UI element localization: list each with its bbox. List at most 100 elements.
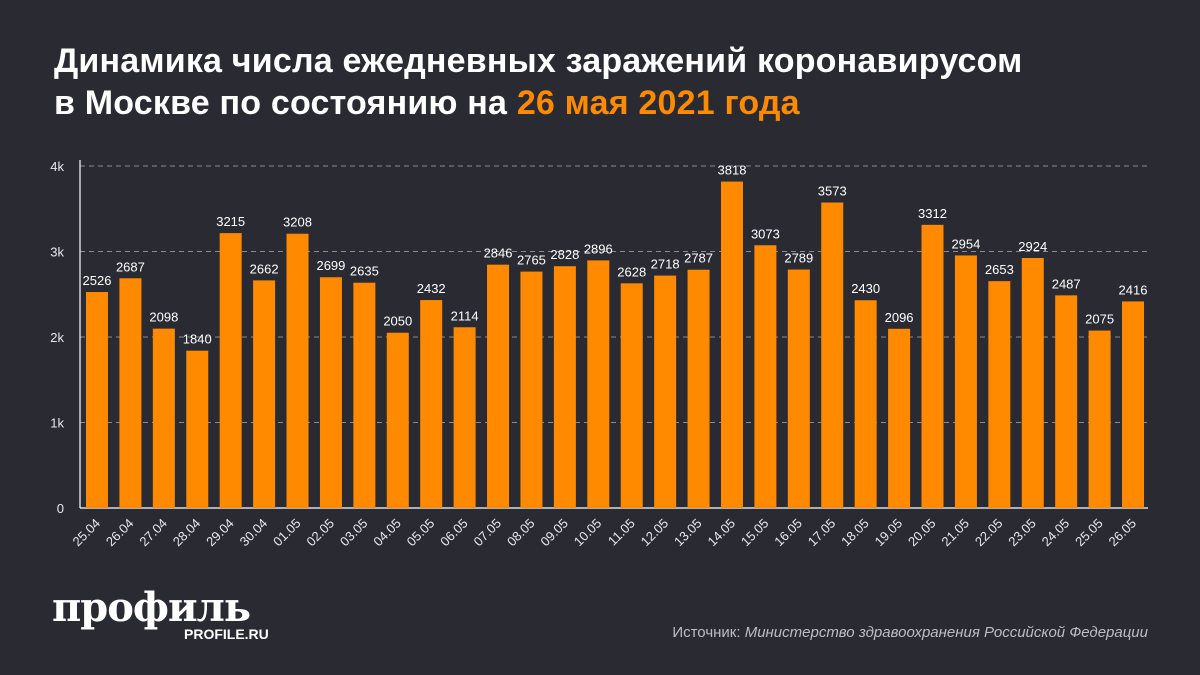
data-label: 2416 bbox=[1119, 282, 1148, 297]
bar bbox=[1122, 301, 1145, 508]
x-tick-label: 28.04 bbox=[170, 516, 204, 550]
data-label: 3573 bbox=[818, 184, 847, 199]
x-tick-label: 06.05 bbox=[437, 516, 471, 550]
x-tick-label: 20.05 bbox=[905, 516, 939, 550]
bar bbox=[654, 275, 677, 508]
bar bbox=[1088, 330, 1111, 508]
x-tick-label: 25.05 bbox=[1072, 516, 1106, 550]
x-tick-label: 11.05 bbox=[605, 516, 638, 549]
bar bbox=[487, 264, 510, 508]
source-text: Министерство здравоохранения Российской … bbox=[744, 624, 1148, 641]
data-label: 2075 bbox=[1085, 312, 1114, 327]
x-tick-label: 17.05 bbox=[805, 516, 839, 550]
data-label: 2924 bbox=[1018, 239, 1047, 254]
logo-main: профиль bbox=[52, 584, 251, 631]
bar bbox=[888, 328, 911, 508]
x-tick-label: 12.05 bbox=[638, 516, 672, 550]
bar bbox=[520, 271, 543, 508]
data-label: 2687 bbox=[116, 259, 145, 274]
x-tick-label: 21.05 bbox=[938, 516, 972, 550]
bar bbox=[921, 224, 944, 508]
bar bbox=[353, 282, 376, 508]
bar bbox=[620, 283, 643, 508]
x-tick-label: 05.05 bbox=[404, 516, 438, 550]
data-label: 2954 bbox=[951, 236, 980, 251]
bar bbox=[787, 269, 810, 508]
x-tick-label: 01.05 bbox=[270, 516, 304, 550]
bar bbox=[319, 277, 342, 508]
x-tick-label: 15.05 bbox=[738, 516, 772, 550]
data-label: 2098 bbox=[149, 310, 178, 325]
y-tick-label: 4k bbox=[50, 159, 64, 174]
title-line-1: Динамика числа ежедневных заражений коро… bbox=[54, 42, 1023, 80]
data-label: 2635 bbox=[350, 264, 379, 279]
x-tick-label: 02.05 bbox=[303, 516, 337, 550]
bar bbox=[152, 328, 175, 508]
x-tick-label: 08.05 bbox=[504, 516, 538, 550]
source-label: Источник: bbox=[672, 624, 741, 641]
chart-title: Динамика числа ежедневных заражений коро… bbox=[54, 40, 1022, 124]
bar bbox=[954, 255, 977, 508]
x-tick-label: 13.05 bbox=[671, 516, 705, 550]
data-label: 2718 bbox=[651, 257, 680, 272]
bar bbox=[754, 245, 777, 509]
data-label: 3818 bbox=[718, 163, 747, 178]
y-tick-label: 2k bbox=[50, 330, 64, 345]
data-label: 2787 bbox=[684, 251, 713, 266]
data-label: 2662 bbox=[250, 261, 279, 276]
x-tick-label: 30.04 bbox=[237, 516, 271, 550]
data-label: 2432 bbox=[417, 281, 446, 296]
data-label: 2526 bbox=[83, 273, 112, 288]
data-label: 2789 bbox=[784, 251, 813, 266]
bar bbox=[988, 281, 1011, 508]
data-label: 2096 bbox=[885, 310, 914, 325]
data-label: 2896 bbox=[584, 241, 613, 256]
data-label: 1840 bbox=[183, 332, 212, 347]
x-tick-label: 09.05 bbox=[537, 516, 571, 550]
x-tick-label: 10.05 bbox=[571, 516, 605, 550]
bar bbox=[821, 202, 844, 509]
data-label: 2114 bbox=[451, 308, 479, 323]
bar bbox=[286, 233, 309, 508]
bar bbox=[86, 292, 108, 508]
data-label: 2699 bbox=[316, 258, 345, 273]
x-tick-label: 26.04 bbox=[103, 516, 137, 550]
data-label: 2487 bbox=[1052, 276, 1081, 291]
source-note: Источник: Министерство здравоохранения Р… bbox=[672, 624, 1148, 641]
y-tick-label: 0 bbox=[57, 501, 64, 516]
data-label: 3073 bbox=[751, 226, 780, 241]
bar bbox=[453, 327, 476, 508]
x-tick-label: 26.05 bbox=[1106, 516, 1140, 550]
logo-sub: PROFILE.RU bbox=[184, 626, 269, 642]
bar bbox=[720, 181, 743, 508]
x-tick-label: 22.05 bbox=[972, 516, 1006, 550]
x-tick-label: 24.05 bbox=[1039, 516, 1073, 550]
data-label: 3208 bbox=[283, 215, 312, 230]
logo: профиль PROFILE.RU bbox=[52, 584, 269, 643]
x-tick-label: 18.05 bbox=[838, 516, 872, 550]
bar bbox=[587, 260, 610, 508]
data-label: 3215 bbox=[216, 214, 245, 229]
x-tick-label: 04.05 bbox=[370, 516, 404, 550]
x-tick-label: 23.05 bbox=[1005, 516, 1039, 550]
bar bbox=[253, 280, 276, 508]
y-tick-label: 3k bbox=[50, 245, 64, 260]
data-label: 3312 bbox=[918, 206, 947, 221]
title-prefix: в Москве по состоянию на bbox=[54, 84, 508, 122]
data-label: 2653 bbox=[985, 262, 1014, 277]
title-line-2: в Москве по состоянию на 26 мая 2021 год… bbox=[54, 82, 1022, 124]
bar bbox=[219, 233, 242, 508]
x-tick-label: 29.04 bbox=[203, 516, 237, 550]
data-label: 2050 bbox=[383, 314, 412, 329]
bar bbox=[186, 350, 209, 508]
data-label: 2628 bbox=[617, 264, 646, 279]
y-tick-label: 1k bbox=[50, 416, 64, 431]
data-label: 2828 bbox=[550, 247, 579, 262]
x-tick-label: 16.05 bbox=[771, 516, 805, 550]
x-tick-label: 14.05 bbox=[704, 516, 738, 550]
x-tick-label: 25.04 bbox=[70, 516, 104, 550]
bar bbox=[553, 266, 576, 508]
data-label: 2430 bbox=[851, 281, 880, 296]
x-tick-label: 07.05 bbox=[471, 516, 505, 550]
